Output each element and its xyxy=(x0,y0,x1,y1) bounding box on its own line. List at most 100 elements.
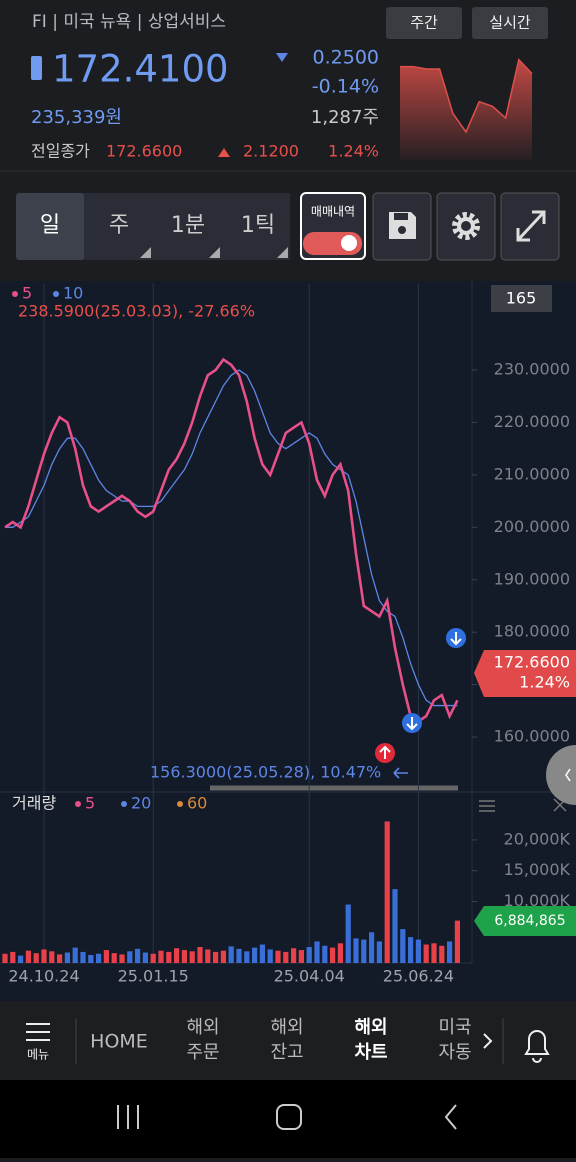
toggle-knob xyxy=(341,235,357,251)
y-tick-label: 15,000K xyxy=(504,860,571,879)
price-marker-label: 172.6600 xyxy=(494,653,570,672)
week-button[interactable] xyxy=(85,193,153,260)
legend-dot xyxy=(53,291,59,297)
nav-item-label[interactable]: 자동 xyxy=(438,1042,471,1063)
volume-bar xyxy=(96,953,102,963)
volume-bar xyxy=(275,950,281,963)
volume-bar xyxy=(220,950,226,963)
buy-marker-arrow xyxy=(379,745,391,759)
volume-pane-icons[interactable] xyxy=(479,798,567,812)
minute-button[interactable] xyxy=(154,193,222,260)
volume-bar xyxy=(103,950,109,963)
change-pct: -0.14% xyxy=(312,76,379,98)
bell-icon[interactable] xyxy=(524,1030,550,1063)
dropdown-corners xyxy=(140,247,288,258)
system-bar xyxy=(0,1080,576,1158)
home-button[interactable] xyxy=(276,1104,302,1130)
low-arrow xyxy=(393,767,408,779)
nav-item-label[interactable]: 잔고 xyxy=(270,1042,303,1063)
volume-bar xyxy=(330,947,336,963)
volume-bar xyxy=(408,937,414,963)
nav-item-label[interactable]: 해외 xyxy=(354,1017,387,1038)
legend-label: 10 xyxy=(63,284,83,303)
volume-bar xyxy=(111,953,117,963)
weekly-button[interactable] xyxy=(386,7,462,39)
menu-icon[interactable] xyxy=(26,1023,50,1041)
volume-bar xyxy=(25,950,31,963)
day-label: 일 xyxy=(40,213,60,238)
realtime-button[interactable] xyxy=(472,7,548,39)
nav-scroll-arrow[interactable] xyxy=(483,1033,493,1049)
legend-label: 5 xyxy=(85,794,95,813)
nav-bar xyxy=(0,1001,576,1080)
save-icon-dot xyxy=(398,226,406,234)
day-button[interactable] xyxy=(16,193,84,260)
nav-item-label[interactable]: 주문 xyxy=(186,1042,219,1063)
volume-bar xyxy=(2,953,8,963)
tick-label: 1틱 xyxy=(241,213,275,238)
back-button[interactable] xyxy=(444,1104,457,1130)
y-tick-label: 20,000K xyxy=(504,829,571,848)
volume-bar xyxy=(306,947,312,963)
low-annotation: 156.3000(25.05.28), 10.47% xyxy=(150,763,381,782)
x-tick-label: 24.10.24 xyxy=(8,967,79,986)
volume-bar xyxy=(439,945,445,963)
volume-bar xyxy=(322,945,328,963)
nav-item-label[interactable]: 해외 xyxy=(270,1017,303,1038)
sparkline xyxy=(400,58,533,134)
realtime-label: 실시간 xyxy=(489,14,531,32)
x-tick-label: 25.04.04 xyxy=(274,967,345,986)
up-icon xyxy=(218,148,230,157)
volume-bar xyxy=(314,941,320,963)
price: 172.4100 xyxy=(52,48,229,91)
volume-bar xyxy=(64,952,70,963)
nav-item-label[interactable]: 해외 xyxy=(186,1017,219,1038)
volume-bar xyxy=(298,950,304,963)
down-icon xyxy=(276,53,288,62)
nav-item-label[interactable]: 미국 xyxy=(438,1017,471,1038)
weekly-label: 주간 xyxy=(410,14,438,32)
legend-dot xyxy=(75,801,81,807)
gear-icon-core xyxy=(457,217,475,235)
volume-bar xyxy=(252,947,258,963)
volume-bar xyxy=(283,951,289,963)
minute-label: 1분 xyxy=(171,213,205,238)
volume-bar xyxy=(392,889,398,963)
y-tick-label: 180.0000 xyxy=(494,622,570,641)
volume-bar xyxy=(236,948,242,963)
nav-item-label[interactable]: 차트 xyxy=(354,1042,387,1063)
volume-bar xyxy=(119,954,125,963)
volume-bar xyxy=(49,951,55,963)
volume-bar xyxy=(345,904,351,963)
side-handle[interactable] xyxy=(546,745,576,805)
volume-bar xyxy=(197,947,203,963)
volume-bar xyxy=(376,941,382,963)
recent-apps[interactable] xyxy=(117,1105,139,1129)
y-tick-label: 200.0000 xyxy=(494,517,570,536)
volume-title: 거래량 xyxy=(12,794,56,813)
volume-bar xyxy=(57,954,63,963)
volume-bar xyxy=(18,955,24,963)
volume-bar xyxy=(423,944,429,963)
cursor-label: 165 xyxy=(506,289,537,308)
volume-bar xyxy=(228,946,234,963)
legend-label: 20 xyxy=(131,794,151,813)
prev-close: 172.6600 xyxy=(106,142,182,161)
legend-dot xyxy=(121,801,127,807)
menu-label: 메뉴 xyxy=(27,1048,49,1062)
settings-button[interactable] xyxy=(436,192,496,261)
price-icon xyxy=(31,56,42,80)
series-line xyxy=(5,369,458,707)
change: 0.2500 xyxy=(313,47,379,69)
legend-dot xyxy=(177,801,183,807)
tick-button[interactable] xyxy=(223,193,290,260)
volume-bar xyxy=(267,949,273,963)
nav-home[interactable]: HOME xyxy=(90,1031,148,1053)
volume-bar xyxy=(33,953,39,963)
volume-bar xyxy=(72,947,78,963)
chart-bg xyxy=(0,281,576,1001)
volume-bar xyxy=(127,951,133,963)
